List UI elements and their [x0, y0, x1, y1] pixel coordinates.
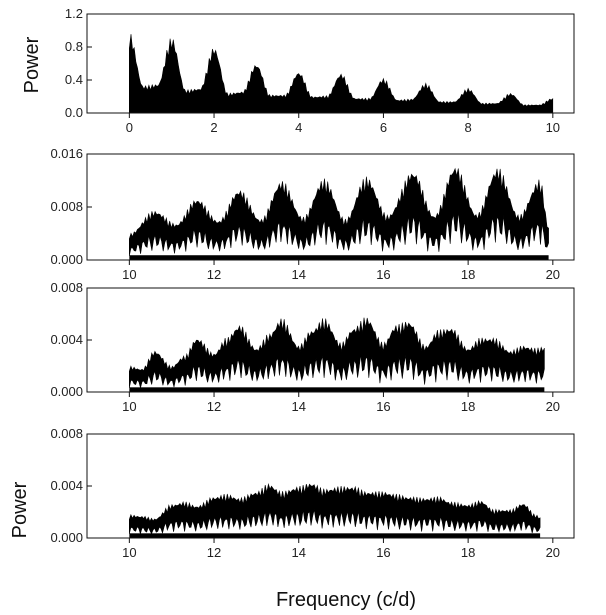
y-tick-label: 0.008 — [50, 426, 83, 441]
x-tick-label: 10 — [122, 545, 136, 560]
y-tick-label: 0.000 — [50, 530, 83, 545]
y-tick-label: 0.008 — [50, 280, 83, 295]
y-tick-label: 0.000 — [50, 384, 83, 399]
spectrum-series-4-1 — [129, 483, 541, 535]
y-tick-label: 0.004 — [50, 478, 83, 493]
x-tick-label: 18 — [461, 267, 475, 282]
x-tick-label: 4 — [295, 120, 302, 135]
x-tick-label: 14 — [292, 267, 306, 282]
x-tick-label: 6 — [380, 120, 387, 135]
x-tick-label: 20 — [546, 399, 560, 414]
spectrum-series-1-1 — [129, 34, 554, 113]
y-tick-label: 1.2 — [65, 6, 83, 21]
y-tick-label: 0.8 — [65, 39, 83, 54]
spectrum-series-2-1 — [129, 167, 549, 256]
x-tick-label: 2 — [210, 120, 217, 135]
spectrum-series-3-1 — [129, 317, 545, 389]
x-tick-label: 8 — [465, 120, 472, 135]
x-tick-label: 14 — [292, 399, 306, 414]
y-tick-label: 0.016 — [50, 146, 83, 161]
y-tick-label: 0.0 — [65, 105, 83, 120]
x-axis-label: Frequency (c/d) — [276, 589, 416, 611]
x-tick-label: 16 — [376, 267, 390, 282]
y-tick-label: 0.000 — [50, 252, 83, 267]
x-tick-label: 18 — [461, 545, 475, 560]
x-tick-label: 16 — [376, 545, 390, 560]
x-tick-label: 10 — [122, 399, 136, 414]
noise-floor-band-2 — [129, 255, 549, 260]
x-tick-label: 10 — [122, 267, 136, 282]
x-tick-label: 20 — [546, 545, 560, 560]
panel-4: 0.000 0.004 0.008 10 12 14 16 18 20 — [50, 426, 575, 560]
x-tick-label: 16 — [376, 399, 390, 414]
panel-1: 0.0 0.4 0.8 1.2 0 2 4 6 8 10 — [65, 6, 575, 135]
x-tick-label: 18 — [461, 399, 475, 414]
x-tick-label: 14 — [292, 545, 306, 560]
noise-floor-band-4 — [129, 533, 541, 538]
x-tick-label: 0 — [126, 120, 133, 135]
panel-frame-1 — [86, 13, 575, 114]
y-tick-label: 0.4 — [65, 72, 83, 87]
x-tick-label: 12 — [207, 399, 221, 414]
x-tick-label: 12 — [207, 267, 221, 282]
y-tick-label: 0.004 — [50, 332, 83, 347]
y-tick-label: 0.008 — [50, 199, 83, 214]
x-tick-label: 20 — [546, 267, 560, 282]
panel-3: 0.000 0.004 0.008 10 12 14 16 18 20 — [50, 280, 575, 414]
top-y-axis-label: Power — [21, 36, 43, 93]
panel-2: 0.000 0.008 0.016 10 12 14 16 18 20 — [50, 146, 575, 282]
x-tick-label: 10 — [546, 120, 560, 135]
x-tick-label: 12 — [207, 545, 221, 560]
bottom-y-axis-label: Power — [9, 481, 31, 538]
noise-floor-band-3 — [129, 387, 545, 392]
